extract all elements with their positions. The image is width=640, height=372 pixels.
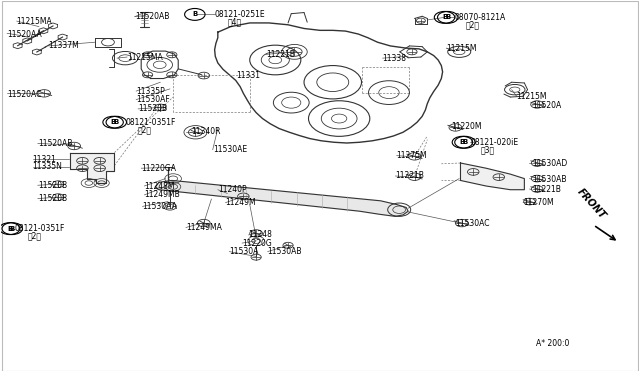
Text: 11220GA: 11220GA (141, 164, 176, 173)
Text: 11275M: 11275M (397, 151, 428, 160)
Text: B: B (114, 119, 119, 125)
Text: 11520B: 11520B (38, 194, 67, 203)
Text: 08070-8121A: 08070-8121A (454, 13, 506, 22)
Text: 11340R: 11340R (191, 127, 221, 136)
Text: 11530AB: 11530AB (268, 247, 302, 256)
Text: 11520B: 11520B (38, 181, 67, 190)
Text: B: B (111, 119, 116, 125)
Text: 08121-0351F: 08121-0351F (15, 224, 65, 233)
Text: B: B (462, 139, 468, 145)
Text: （4）: （4） (227, 17, 241, 26)
Text: （2）: （2） (138, 125, 152, 134)
Text: 11249MB: 11249MB (145, 190, 180, 199)
Text: 11520B: 11520B (138, 105, 167, 113)
Text: 11520AB: 11520AB (38, 139, 72, 148)
Text: B: B (460, 139, 465, 145)
Text: （3）: （3） (481, 145, 495, 154)
Text: 11221B: 11221B (532, 185, 561, 194)
Text: 11248M: 11248M (145, 182, 175, 190)
Text: 11215M: 11215M (516, 92, 547, 101)
Text: 11215MA: 11215MA (17, 17, 52, 26)
Text: 11221B: 11221B (396, 171, 424, 180)
Text: 11220G: 11220G (242, 238, 272, 248)
Text: 11338: 11338 (383, 54, 406, 62)
Text: 11520A: 11520A (532, 101, 561, 110)
Text: 11337M: 11337M (49, 41, 79, 51)
Text: 11321: 11321 (33, 155, 56, 164)
Text: 11220M: 11220M (451, 122, 481, 131)
Text: B: B (442, 15, 447, 20)
Text: FRONT: FRONT (575, 187, 608, 221)
Text: 08121-0251E: 08121-0251E (214, 10, 265, 19)
Text: A* 200:0: A* 200:0 (536, 339, 569, 348)
Text: 11520AC: 11520AC (7, 90, 42, 99)
Text: 11530AF: 11530AF (136, 95, 170, 104)
Text: （2）: （2） (28, 231, 42, 241)
Text: B: B (192, 12, 198, 17)
Text: 11520AA: 11520AA (7, 29, 42, 39)
Text: 11530AE: 11530AE (212, 145, 247, 154)
Text: 11249M: 11249M (225, 198, 256, 207)
Text: 11335P: 11335P (136, 87, 165, 96)
Text: B: B (7, 226, 12, 232)
Text: 11530AB: 11530AB (532, 175, 566, 184)
Text: 11249MA: 11249MA (186, 223, 222, 232)
Text: B: B (445, 15, 451, 20)
Text: 11240P: 11240P (218, 185, 246, 194)
Text: 11248: 11248 (248, 230, 273, 240)
Text: 11530AC: 11530AC (456, 219, 490, 228)
Text: 08121-0351F: 08121-0351F (125, 118, 175, 127)
Text: 11221B: 11221B (266, 50, 294, 59)
Polygon shape (70, 153, 115, 183)
Text: 11530A: 11530A (229, 247, 259, 256)
Text: （2）: （2） (466, 20, 479, 29)
Text: 11335N: 11335N (33, 162, 63, 171)
Polygon shape (156, 180, 408, 217)
Text: 11215MA: 11215MA (127, 52, 163, 61)
Text: 11270M: 11270M (523, 198, 554, 207)
Text: B: B (10, 226, 15, 232)
Polygon shape (461, 163, 524, 190)
Text: 11530AA: 11530AA (143, 202, 177, 211)
Text: 11530AD: 11530AD (532, 158, 567, 167)
Text: 11520AB: 11520AB (135, 12, 169, 21)
Text: 08121-020iE: 08121-020iE (470, 138, 518, 147)
Text: 11215M: 11215M (447, 44, 477, 52)
Text: 11331: 11331 (236, 71, 260, 80)
